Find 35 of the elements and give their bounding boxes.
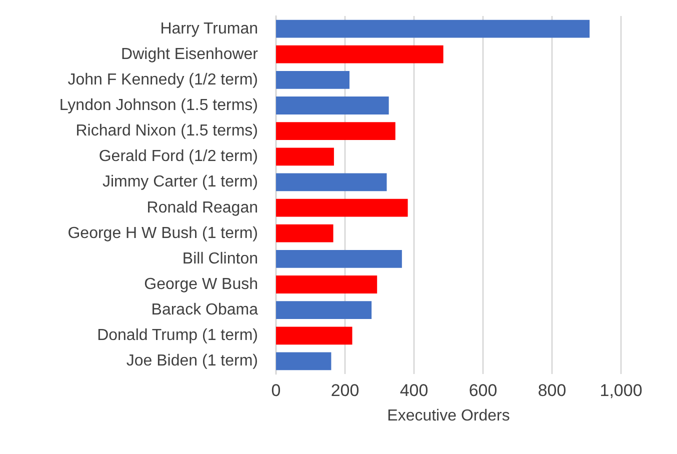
x-tick-label: 0 [271,381,281,400]
x-axis-title: Executive Orders [387,408,510,424]
x-tick-label: 200 [330,381,360,400]
y-tick-label: Jimmy Carter (1 term) [102,174,258,191]
y-tick-label: John F Kennedy (1/2 term) [68,71,258,88]
y-tick-label: Lyndon Johnson (1.5 terms) [59,97,258,114]
bar [276,122,396,140]
bar [276,276,378,294]
y-tick-label: Gerald Ford (1/2 term) [98,148,258,166]
bar [276,96,389,114]
bar [276,198,408,217]
bar [276,148,334,166]
bar [276,224,334,242]
y-tick-label: Ronald Reagan [146,199,258,216]
y-tick-label: Donald Trump (1 term) [97,327,258,344]
y-tick-label: Richard Nixon (1.5 terms) [76,122,258,140]
y-tick-label: Dwight Eisenhower [121,46,259,63]
x-tick-label: 800 [538,381,566,400]
bar [276,250,402,268]
x-tick-label: 600 [468,381,498,400]
y-tick-label: Bill Clinton [182,250,258,268]
y-tick-label: George H W Bush (1 term) [68,224,258,242]
bar [276,352,332,370]
bar [276,45,444,64]
y-tick-label: George W Bush [144,276,258,293]
y-tick-label: Joe Biden (1 term) [126,352,258,370]
y-tick-label: Harry Truman [160,20,258,38]
bar [276,70,350,89]
x-tick-label: 1,000 [600,381,642,400]
bar [276,173,387,192]
y-tick-label: Barack Obama [151,302,258,319]
bar [276,301,372,320]
bar [276,326,352,345]
x-tick-label: 400 [400,381,428,400]
bar [276,20,590,38]
